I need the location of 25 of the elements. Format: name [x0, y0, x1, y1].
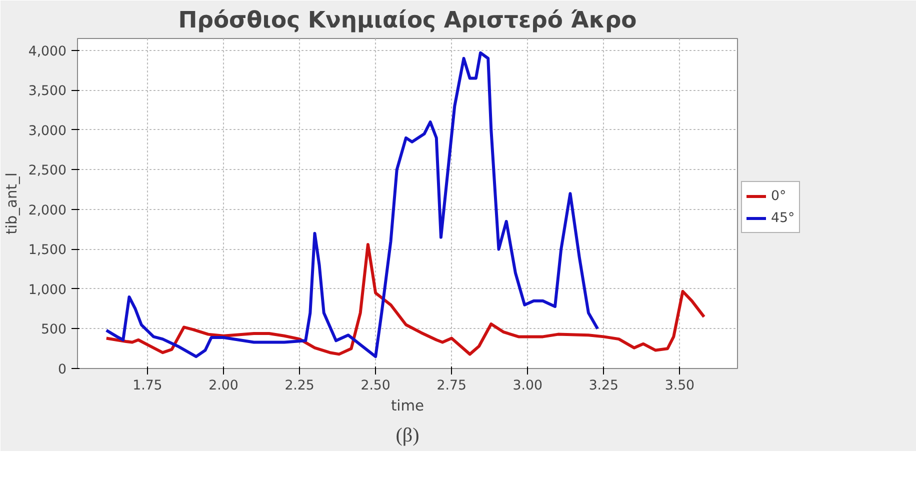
- y-tick-label: 3,500: [28, 84, 66, 100]
- y-tick-label: 1,500: [28, 243, 66, 258]
- x-tick-label: 2.50: [360, 378, 390, 394]
- legend-label: 0°: [771, 188, 788, 204]
- y-tick-label: 4,000: [28, 44, 66, 60]
- y-tick-label: 3,000: [28, 124, 66, 139]
- x-tick-label: 3.50: [664, 378, 695, 394]
- x-tick-label: 2.75: [436, 378, 466, 394]
- x-tick-label: 2.00: [208, 378, 238, 394]
- legend-label: 45°: [771, 210, 795, 226]
- chart-title: Πρόσθιος Κνημιαίος Αριστερό Άκρο: [178, 8, 637, 34]
- y-axis-title: tib_ant_l: [3, 172, 20, 234]
- x-tick-label: 3.00: [512, 378, 542, 394]
- x-tick-label: 1.75: [132, 378, 162, 394]
- line-series: [104, 242, 706, 356]
- x-axis-title: time: [390, 398, 424, 414]
- y-tick-label: 1,000: [28, 282, 66, 298]
- y-tick-label: 0: [58, 362, 67, 378]
- x-tick-label: 2.25: [284, 378, 314, 394]
- y-tick-label: 2,000: [28, 203, 66, 218]
- y-tick-label: 500: [41, 322, 67, 338]
- x-tick-label: 3.25: [588, 378, 619, 394]
- line-series: [104, 51, 600, 358]
- y-tick-label: 2,500: [28, 164, 66, 179]
- text: (β): [396, 424, 420, 446]
